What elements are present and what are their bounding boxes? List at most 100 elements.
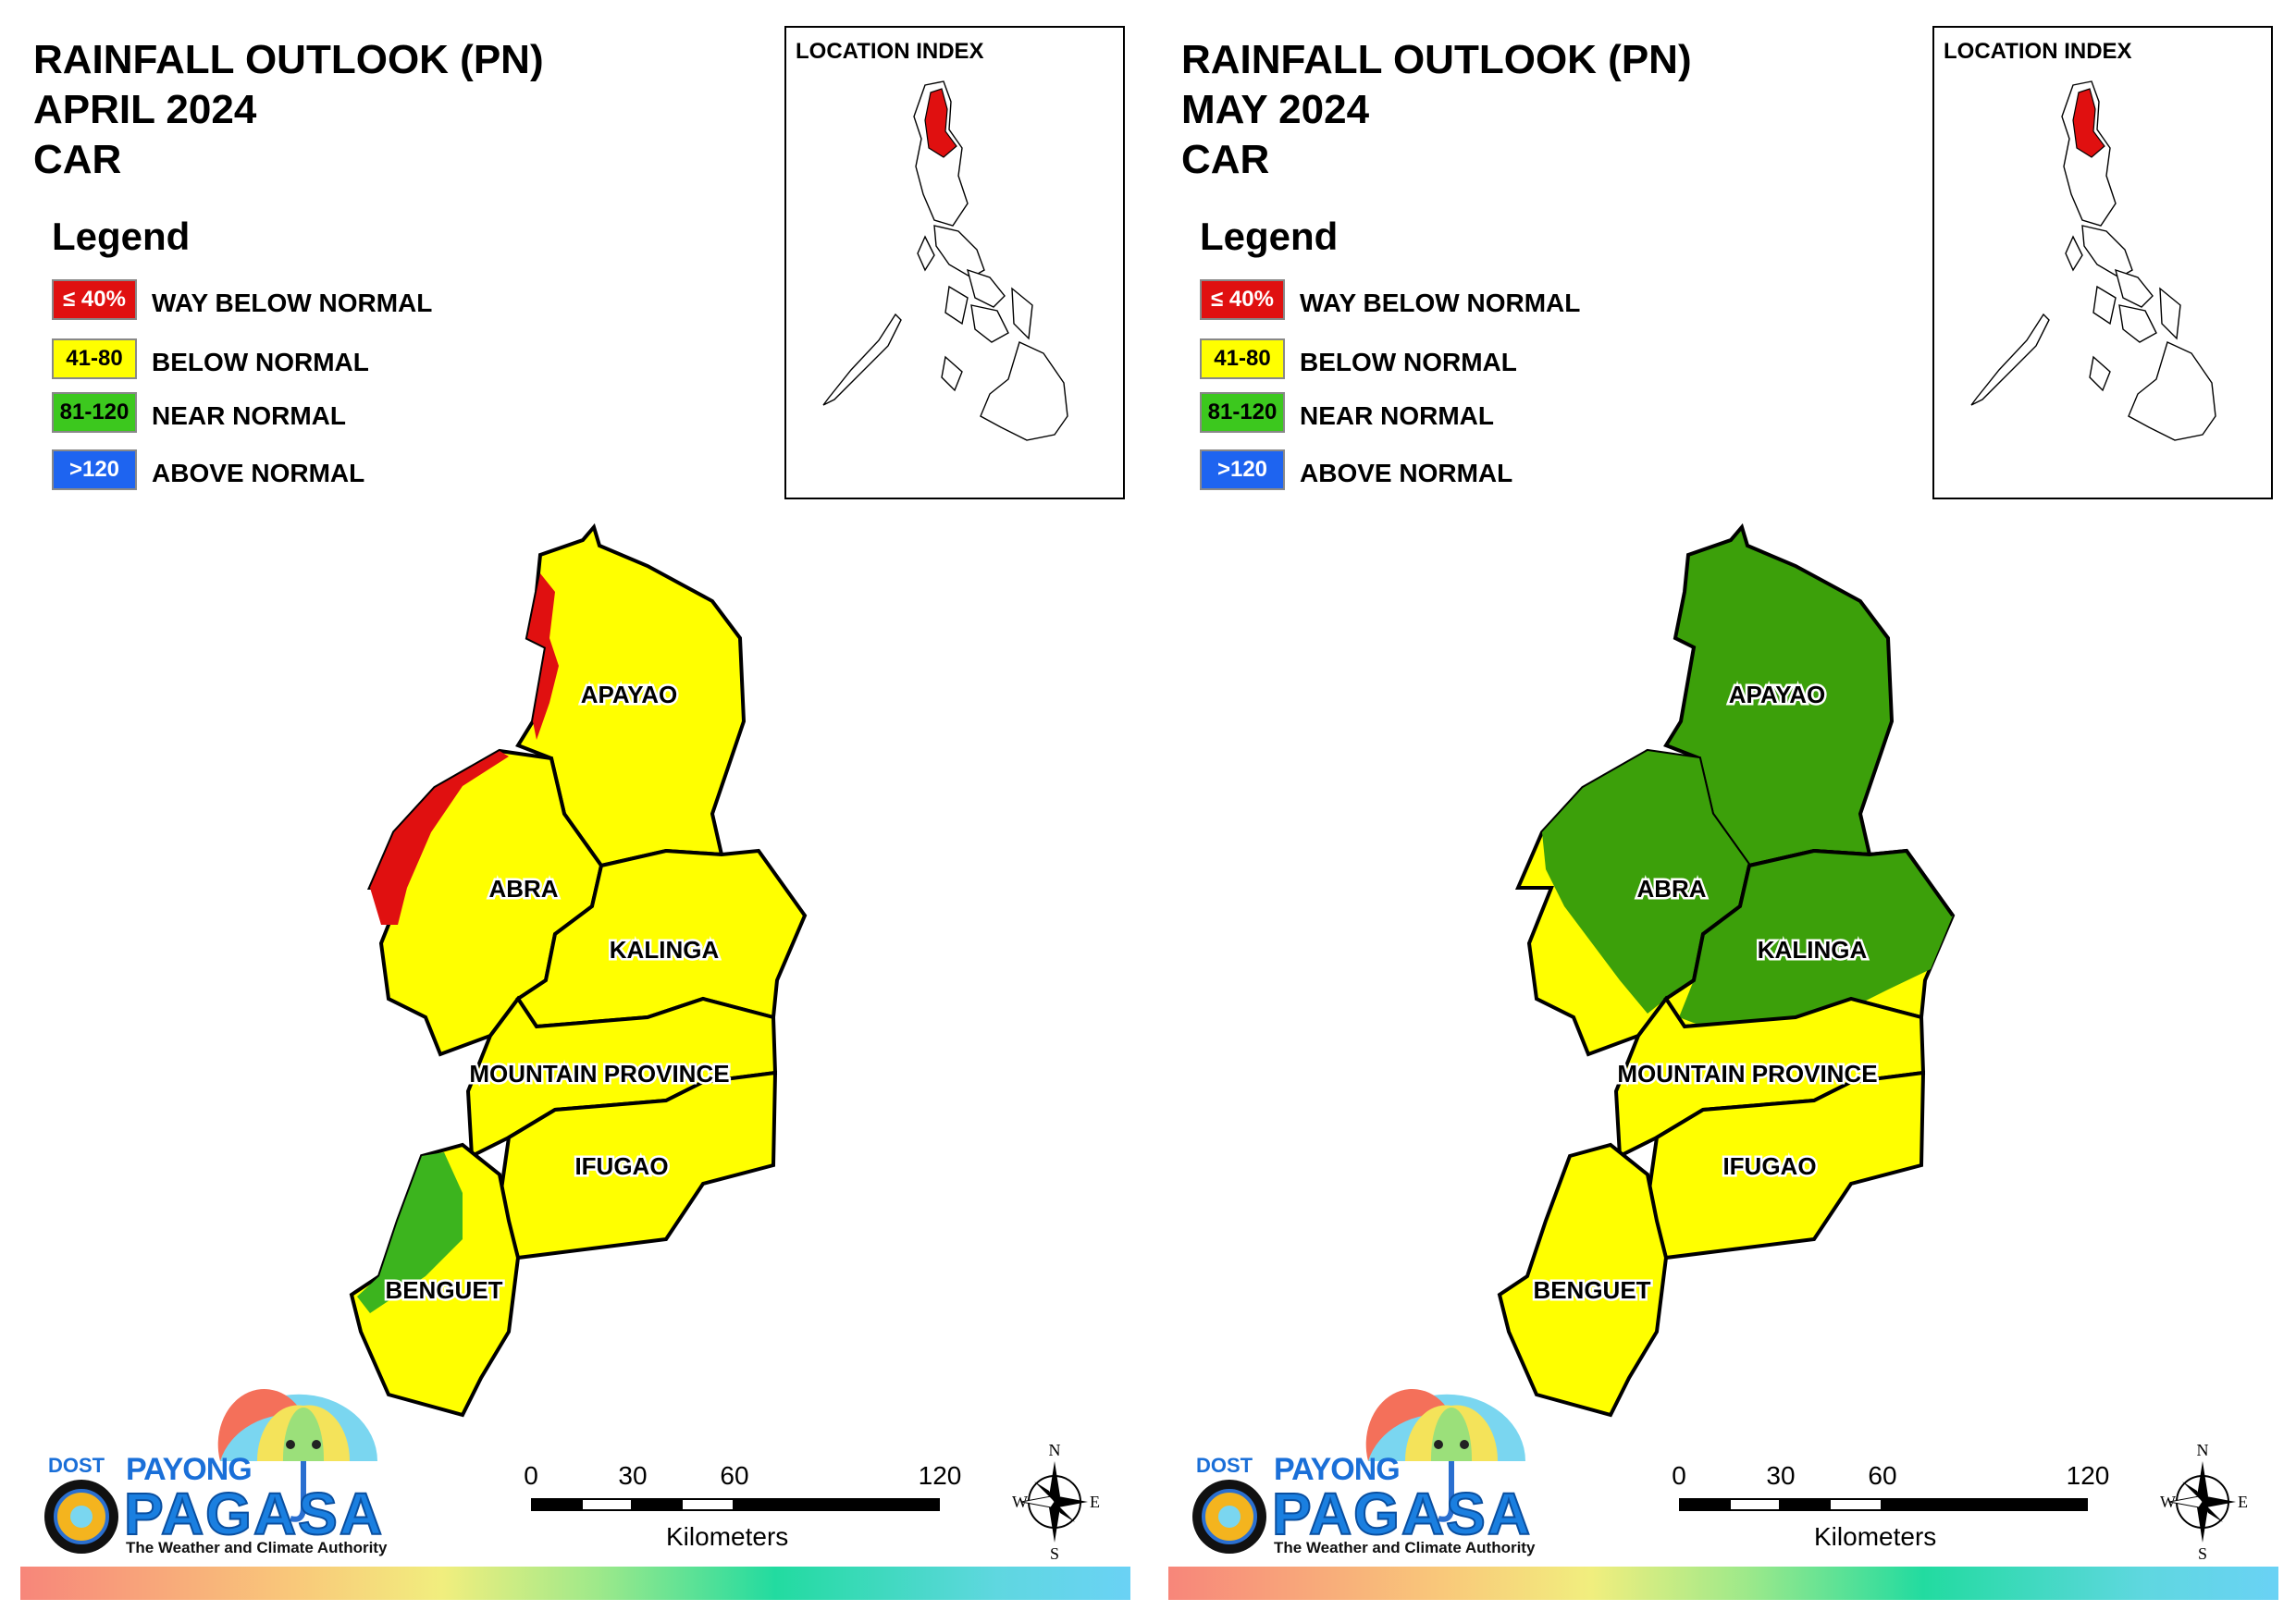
province-label-apayao: APAYAO xyxy=(581,681,678,708)
province-label-abra: ABRA xyxy=(488,875,558,903)
scale-tick: 0 xyxy=(524,1461,538,1490)
scale-tick: 120 xyxy=(918,1461,962,1490)
scale-segment xyxy=(1729,1498,1781,1511)
legend-label: WAY BELOW NORMAL xyxy=(152,289,433,317)
may-kalinga-green-zone xyxy=(1679,851,1953,1027)
philippines-outline xyxy=(822,80,1068,441)
map-title: RAINFALL OUTLOOK (PN) APRIL 2024 CAR xyxy=(33,35,544,185)
logo-payong: PAYONG xyxy=(126,1452,253,1487)
logo-pagasa: PAGASA xyxy=(123,1480,385,1548)
legend-swatch: ≤ 40% xyxy=(52,279,137,320)
scale-tick: 30 xyxy=(1766,1461,1796,1490)
scale-segment xyxy=(581,1498,633,1511)
scale-tick: 60 xyxy=(720,1461,749,1490)
province-label-kalinga: KALINGA xyxy=(1758,936,1868,964)
footer-gradient-bar xyxy=(20,1567,1130,1600)
province-label-kalinga: KALINGA xyxy=(610,936,720,964)
scale-segment xyxy=(631,1498,683,1511)
legend-swatch: >120 xyxy=(1200,449,1285,490)
legend-label: NEAR NORMAL xyxy=(152,401,346,430)
province-benguet xyxy=(1497,1142,1669,1418)
legend-swatch: 41-80 xyxy=(1200,338,1285,379)
title-line-1: RAINFALL OUTLOOK (PN) xyxy=(1181,37,1692,82)
title-line-2: MAY 2024 xyxy=(1181,87,1370,132)
province-label-benguet: BENGUET xyxy=(385,1276,502,1304)
compass-n: N xyxy=(2197,1441,2209,1459)
scale-segment xyxy=(1829,1498,1882,1511)
scale-tick: 120 xyxy=(2066,1461,2110,1490)
may-abra-green-zone xyxy=(1542,751,1749,1014)
province-label-ifugao: IFUGAO xyxy=(1722,1152,1816,1180)
legend-label: BELOW NORMAL xyxy=(1300,348,1517,376)
province-benguet xyxy=(349,1142,521,1418)
scale-unit: Kilometers xyxy=(666,1522,789,1551)
legend-swatch: 41-80 xyxy=(52,338,137,379)
umbrella-icon xyxy=(1192,1388,1525,1554)
north-arrow-icon: N S W E xyxy=(1008,1441,1101,1563)
province-label-mountain: MOUNTAIN PROVINCE xyxy=(469,1060,729,1088)
logo-tagline: The Weather and Climate Authority xyxy=(1274,1539,1536,1556)
legend-title: Legend xyxy=(1200,215,1339,258)
scale-tick: 0 xyxy=(1672,1461,1686,1490)
scale-segment xyxy=(531,1498,583,1511)
scale-unit: Kilometers xyxy=(1814,1522,1937,1551)
legend-swatch: ≤ 40% xyxy=(1200,279,1285,320)
province-label-ifugao: IFUGAO xyxy=(574,1152,668,1180)
scale-segment xyxy=(681,1498,734,1511)
province-label-benguet: BENGUET xyxy=(1533,1276,1650,1304)
scale-tick: 30 xyxy=(618,1461,648,1490)
scale-bar: 0 30 60 120 Kilometers xyxy=(518,1461,999,1563)
pagasa-logo: DOST PAYONG PAGASA The Weather and Clima… xyxy=(1183,1387,1553,1563)
province-label-apayao: APAYAO xyxy=(1729,681,1826,708)
compass-w: W xyxy=(1012,1493,1028,1511)
pagasa-logo: DOST PAYONG PAGASA The Weather and Clima… xyxy=(35,1387,405,1563)
legend-label: WAY BELOW NORMAL xyxy=(1300,289,1581,317)
map-title: RAINFALL OUTLOOK (PN) MAY 2024 CAR xyxy=(1181,35,1692,185)
scale-segment xyxy=(1881,1498,2088,1511)
car-highlight xyxy=(924,88,957,158)
inset-title: LOCATION INDEX xyxy=(1944,39,2132,64)
compass-e: E xyxy=(1090,1493,1100,1511)
legend-label: BELOW NORMAL xyxy=(152,348,369,376)
province-label-abra: ABRA xyxy=(1636,875,1706,903)
april-benguet-green-zone xyxy=(357,1152,463,1313)
philippines-outline xyxy=(1970,80,2216,441)
province-label-mountain: MOUNTAIN PROVINCE xyxy=(1617,1060,1877,1088)
logo-dost: DOST xyxy=(48,1454,105,1477)
legend-swatch: >120 xyxy=(52,449,137,490)
logo-tagline: The Weather and Climate Authority xyxy=(126,1539,388,1556)
logo-payong: PAYONG xyxy=(1274,1452,1401,1487)
title-line-3: CAR xyxy=(1181,137,1270,182)
title-line-1: RAINFALL OUTLOOK (PN) xyxy=(33,37,544,82)
compass-e: E xyxy=(2238,1493,2248,1511)
may-panel: RAINFALL OUTLOOK (PN) MAY 2024 CAR Legen… xyxy=(1148,0,2296,1623)
north-arrow-icon: N S W E xyxy=(2156,1441,2249,1563)
province-map: APAYAO ABRA KALINGA MOUNTAIN PROVINCE IF… xyxy=(349,523,808,1418)
scale-segment xyxy=(733,1498,940,1511)
legend-swatch: 81-120 xyxy=(52,392,137,433)
scale-bar: 0 30 60 120 Kilometers xyxy=(1666,1461,2147,1563)
legend-swatch: 81-120 xyxy=(1200,392,1285,433)
april-apayao-red-zone xyxy=(527,573,559,740)
compass-n: N xyxy=(1049,1441,1061,1459)
legend-label: ABOVE NORMAL xyxy=(1300,459,1513,487)
scale-tick: 60 xyxy=(1868,1461,1897,1490)
location-index-inset: LOCATION INDEX xyxy=(784,26,1125,499)
title-line-3: CAR xyxy=(33,137,122,182)
compass-w: W xyxy=(2160,1493,2176,1511)
logo-pagasa: PAGASA xyxy=(1271,1480,1533,1548)
compass-s: S xyxy=(1050,1544,1059,1561)
april-panel: RAINFALL OUTLOOK (PN) APRIL 2024 CAR Leg… xyxy=(20,26,1130,1600)
inset-title: LOCATION INDEX xyxy=(796,39,984,64)
scale-segment xyxy=(1679,1498,1731,1511)
legend-label: NEAR NORMAL xyxy=(1300,401,1494,430)
province-map: APAYAO ABRA KALINGA MOUNTAIN PROVINCE IF… xyxy=(1497,523,1956,1418)
title-line-2: APRIL 2024 xyxy=(33,87,257,132)
footer-gradient-bar xyxy=(1168,1567,2278,1600)
legend-title: Legend xyxy=(52,215,191,258)
location-index-inset: LOCATION INDEX xyxy=(1932,26,2273,499)
umbrella-icon xyxy=(44,1388,377,1554)
april-abra-red-zone xyxy=(370,751,509,925)
car-highlight xyxy=(2072,88,2105,158)
logo-dost: DOST xyxy=(1196,1454,1253,1477)
